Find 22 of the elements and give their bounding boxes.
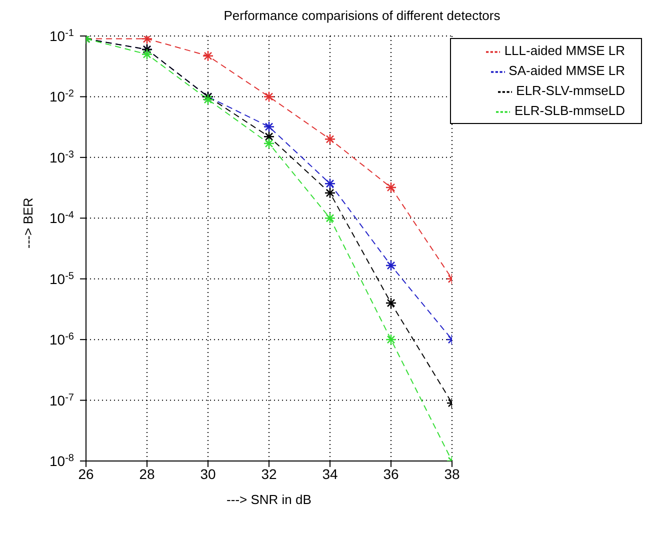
legend-label: SA-aided MMSE LR (508, 63, 625, 78)
x-tick-label: 30 (200, 466, 216, 482)
y-tick-label: 10$^{-1}$ (50, 28, 74, 44)
x-tick-label: 36 (383, 466, 399, 482)
chart-title: Performance comparisions of different detectors (222, 8, 502, 25)
y-tick-label: 10$^{-5}$ (50, 270, 74, 287)
legend-label: LLL-aided MMSE LR (504, 43, 625, 58)
x-tick-label: 34 (322, 466, 338, 482)
x-tick-label: 32 (261, 466, 277, 482)
x-axis-title: ---> SNR in dB (226, 492, 312, 507)
y-tick-label: 10$^{-4}$ (50, 210, 74, 226)
y-axis-title: ---> BER (20, 198, 36, 248)
legend-label: ELR-SLB-mmseLD (514, 103, 625, 118)
x-tick-label: 28 (139, 466, 155, 482)
x-tick-label: 38 (444, 466, 460, 482)
y-tick-label: 10$^{-6}$ (50, 331, 74, 348)
y-tick-label: 10$^{-3}$ (50, 148, 74, 166)
y-tick-label: 10$^{-7}$ (50, 392, 74, 408)
y-tick-label: 10$^{-8}$ (50, 452, 74, 469)
legend-label: ELR-SLV-mmseLD (516, 83, 625, 98)
x-tick-label: 26 (78, 466, 94, 482)
y-tick-label: 10$^{-2}$ (50, 88, 74, 105)
